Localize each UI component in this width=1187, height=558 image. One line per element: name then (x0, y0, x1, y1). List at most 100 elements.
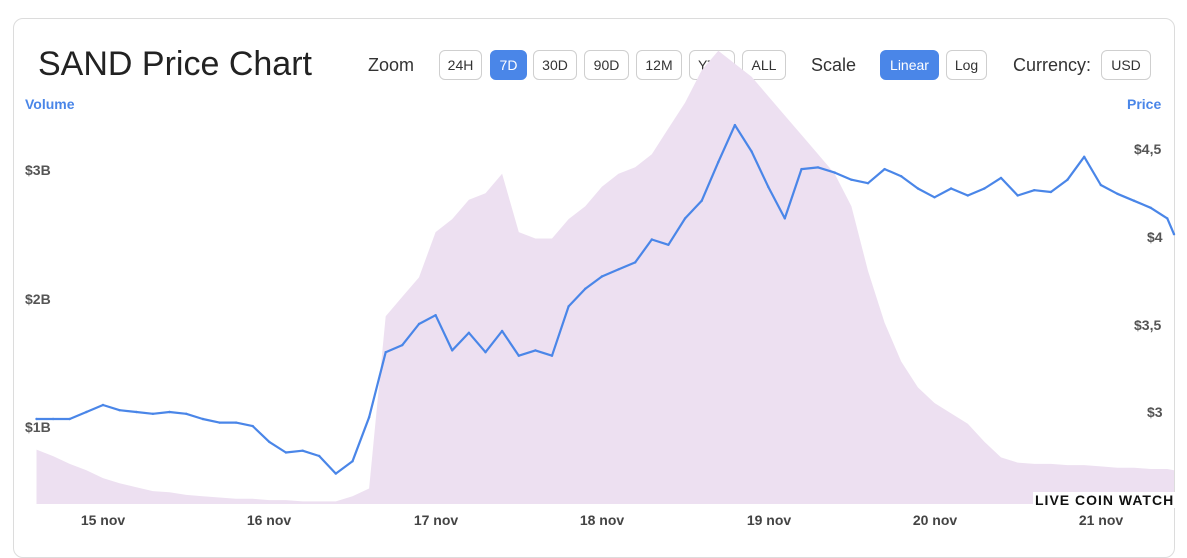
price-line-layer (35, 123, 1176, 475)
price-point (634, 261, 637, 264)
price-point (168, 410, 171, 414)
page-title: SAND Price Chart (38, 45, 312, 83)
volume-tick-1b: $1B (25, 419, 51, 435)
price-tick-4-5: $4,5 (1134, 141, 1162, 157)
price-point (384, 351, 387, 354)
price-point (1149, 206, 1152, 209)
watermark-logo: LIVE COIN WATCH (1033, 492, 1177, 508)
price-tick-3: $3 (1147, 404, 1163, 420)
x-tick-19-nov: 19 nov (746, 512, 792, 528)
price-point (500, 329, 504, 333)
price-point (933, 196, 936, 199)
price-point (318, 454, 321, 458)
price-point (983, 187, 986, 190)
price-point (301, 449, 304, 452)
price-point (700, 199, 703, 202)
price-point (584, 287, 587, 290)
price-point (218, 421, 221, 424)
price-tick-4: $4 (1147, 229, 1163, 245)
price-point (151, 412, 155, 415)
price-point (1132, 199, 1136, 202)
price-point (1083, 155, 1086, 158)
price-point (949, 187, 953, 190)
price-point (484, 351, 487, 354)
price-point (683, 217, 687, 220)
price-point (284, 451, 288, 454)
price-point (733, 123, 737, 127)
x-tick-18-nov: 18 nov (579, 512, 625, 528)
price-point (667, 243, 670, 246)
price-point (783, 217, 786, 220)
price-point (800, 167, 803, 171)
scale-log-button[interactable]: Log (946, 50, 987, 80)
price-point (118, 409, 121, 412)
price-point (1099, 183, 1103, 187)
price-axis-title: Price (1127, 96, 1162, 112)
price-point (1172, 233, 1176, 236)
price-point (833, 171, 836, 174)
price-point (268, 440, 271, 444)
price-point (600, 275, 604, 278)
x-tick-21-nov: 21 nov (1078, 512, 1124, 528)
price-point (85, 410, 88, 414)
volume-axis-title: Volume (25, 96, 75, 112)
price-point (617, 268, 620, 271)
price-point (334, 472, 337, 475)
price-point (351, 460, 354, 463)
price-point (750, 150, 753, 153)
price-point (900, 175, 903, 178)
price-point (567, 305, 570, 308)
price-point (101, 403, 105, 407)
price-point (451, 349, 454, 352)
price-point (1166, 217, 1169, 220)
price-point (1116, 192, 1119, 195)
price-point (916, 187, 920, 190)
x-tick-17-nov: 17 nov (413, 512, 459, 528)
price-point (883, 167, 886, 171)
currency-label: Currency: (1013, 55, 1092, 75)
price-point (966, 194, 969, 197)
price-point (68, 417, 71, 421)
price-point (467, 331, 471, 334)
price-point (650, 238, 653, 241)
price-point (850, 178, 853, 181)
price-point (251, 424, 254, 428)
zoom-90d-button[interactable]: 90D (584, 50, 629, 80)
price-point (185, 412, 188, 415)
x-tick-16-nov: 16 nov (246, 512, 292, 528)
price-point (767, 185, 770, 188)
price-point (999, 176, 1003, 180)
x-tick-15-nov: 15 nov (80, 512, 126, 528)
price-point (1066, 178, 1069, 181)
x-tick-20-nov: 20 nov (912, 512, 958, 528)
currency-select[interactable]: USD (1101, 50, 1151, 80)
volume-tick-3b: $3B (25, 162, 51, 178)
price-point (434, 314, 437, 317)
price-volume-chart (35, 50, 1176, 505)
price-point (367, 416, 371, 419)
zoom-12m-button[interactable]: 12M (636, 50, 682, 80)
price-point (550, 354, 554, 357)
price-point (234, 421, 238, 424)
price-point (201, 417, 204, 421)
volume-area-layer (36, 50, 1175, 505)
price-point (717, 160, 720, 164)
scale-linear-button[interactable]: Linear (880, 50, 939, 80)
zoom-7d-button[interactable]: 7D (490, 50, 527, 80)
price-line (36, 123, 1176, 475)
price-point (1033, 189, 1036, 192)
price-point (1016, 194, 1019, 197)
price-point (401, 343, 404, 347)
zoom-30d-button[interactable]: 30D (533, 50, 577, 80)
price-tick-3-5: $3,5 (1134, 317, 1162, 333)
zoom-24h-button[interactable]: 24H (439, 50, 482, 80)
price-point (35, 417, 38, 421)
scale-label: Scale (811, 55, 857, 75)
price-point (417, 322, 421, 326)
price-point (534, 349, 537, 352)
volume-tick-2b: $2B (25, 291, 51, 307)
price-point (866, 182, 870, 185)
price-point (517, 354, 520, 357)
price-point (816, 166, 820, 169)
zoom-label: Zoom (368, 55, 415, 75)
